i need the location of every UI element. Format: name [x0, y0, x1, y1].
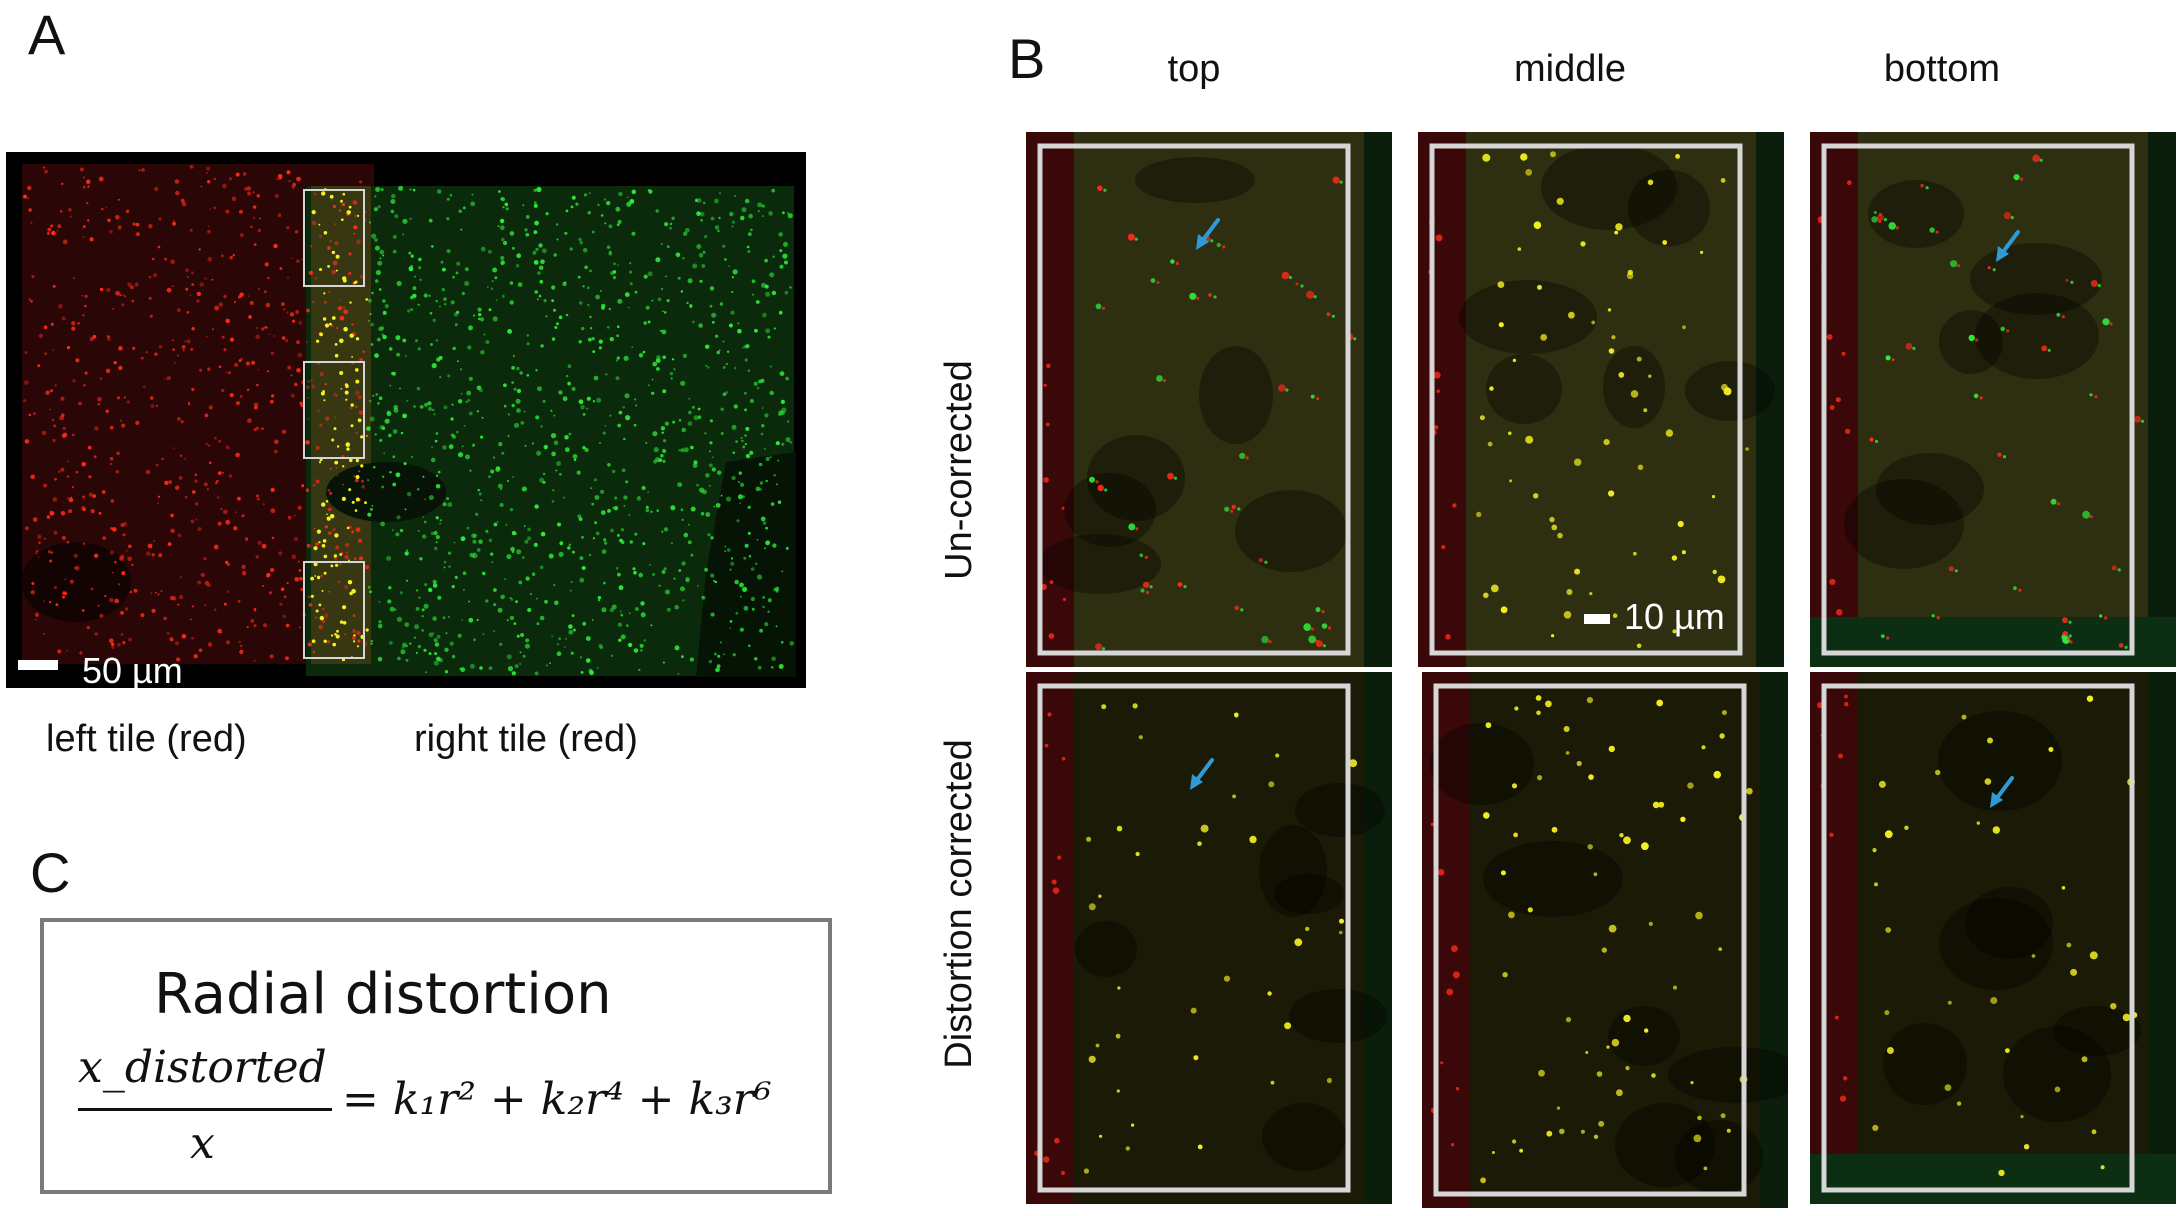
right-tile-caption: right tile (red)	[414, 718, 638, 760]
column-label-top: top	[1167, 48, 1221, 90]
scalebar-b-label: 10 µm	[1624, 596, 1725, 637]
fraction-bar	[78, 1108, 332, 1111]
roi-box-middle	[303, 361, 365, 459]
column-label-bottom: bottom	[1883, 48, 2001, 90]
tile-bottom-corrected	[1810, 672, 2176, 1204]
scalebar-a-label: 50 µm	[82, 650, 183, 691]
tile-top-uncorrected	[1026, 132, 1392, 667]
annotation-arrow	[1196, 218, 1220, 250]
stitched-tile-image	[6, 152, 806, 688]
annotation-arrow	[1990, 776, 2014, 808]
tile-middle-corrected	[1422, 672, 1788, 1208]
stitched-tile-svg	[6, 152, 806, 688]
annotation-arrow	[1996, 230, 2020, 262]
formula-title: Radial distortion	[154, 962, 612, 1027]
row-label-uncorrected: Un-corrected	[938, 360, 980, 580]
formula-denominator: x	[190, 1118, 215, 1169]
panel-b-letter: B	[1008, 27, 1046, 90]
formula-rhs: = k₁r² + k₂r⁴ + k₃r⁶	[342, 1074, 772, 1125]
column-label-middle: middle	[1514, 48, 1626, 90]
panel-a-letter: A	[28, 3, 66, 66]
formula-box: Radial distortion x_distorted x = k₁r² +…	[40, 918, 832, 1194]
left-tile-caption: left tile (red)	[46, 718, 247, 760]
panel-c-letter: C	[30, 841, 71, 904]
roi-box-top	[303, 189, 365, 287]
tile-bottom-uncorrected	[1810, 132, 2176, 667]
formula-numerator: x_distorted	[78, 1042, 327, 1093]
scalebar-a-bar	[18, 660, 58, 670]
tile-top-corrected	[1026, 672, 1392, 1204]
row-label-distortion-corrected: Distortion corrected	[938, 739, 980, 1069]
roi-box-bottom	[303, 561, 365, 659]
annotation-arrow	[1190, 758, 1214, 790]
tile-middle-uncorrected	[1418, 132, 1784, 667]
